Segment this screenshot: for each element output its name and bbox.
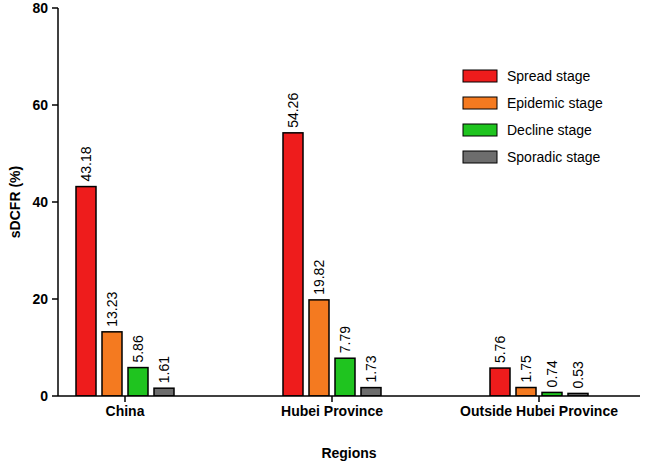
- data-label: 7.79: [337, 326, 353, 353]
- y-tick: [52, 7, 58, 9]
- x-tick: [538, 396, 540, 402]
- bars: [76, 133, 588, 396]
- y-tick-label: 20: [32, 291, 48, 307]
- data-label: 5.86: [130, 335, 146, 362]
- y-tick: [52, 395, 58, 397]
- legend-label: Epidemic stage: [507, 95, 603, 111]
- data-label: 1.75: [518, 355, 534, 382]
- data-label: 19.82: [311, 260, 327, 295]
- y-tick-label: 40: [32, 194, 48, 210]
- data-label: 43.18: [78, 146, 94, 181]
- legend-label: Spread stage: [507, 68, 590, 84]
- data-label: 1.61: [156, 356, 172, 383]
- bar: [516, 388, 536, 396]
- x-tick-label: Outside Hubei Province: [460, 403, 618, 419]
- legend: Spread stage Epidemic stage Decline stage S…: [463, 68, 603, 165]
- bar: [128, 368, 148, 396]
- legend-swatch: [463, 151, 497, 163]
- chart-container: 43.18 54.26 5.76 13.23 19.82 1.75 5.86 7.79 0.74…: [0, 0, 646, 466]
- bar: [490, 368, 510, 396]
- legend-swatch: [463, 70, 497, 82]
- bar: [102, 332, 122, 396]
- data-label: 0.74: [544, 360, 560, 387]
- x-axis-line: [58, 395, 640, 397]
- chart-svg: 43.18 54.26 5.76 13.23 19.82 1.75 5.86 7.79 0.74…: [0, 0, 646, 466]
- bar: [335, 358, 355, 396]
- y-tick: [52, 298, 58, 300]
- bar: [309, 300, 329, 396]
- data-label: 5.76: [492, 336, 508, 363]
- y-tick-label: 80: [32, 0, 48, 16]
- legend-label: Sporadic stage: [507, 149, 601, 165]
- x-tick-label: China: [106, 403, 145, 419]
- x-axis-title: Regions: [321, 445, 376, 461]
- bar: [154, 388, 174, 396]
- y-tick-label: 0: [40, 388, 48, 404]
- y-axis-title: sDCFR (%): [7, 166, 23, 238]
- legend-swatch: [463, 124, 497, 136]
- y-tick: [52, 201, 58, 203]
- y-tick-label: 60: [32, 97, 48, 113]
- data-label: 1.73: [363, 355, 379, 382]
- y-tick: [52, 104, 58, 106]
- bar: [283, 133, 303, 396]
- data-label: 13.23: [104, 292, 120, 327]
- bar: [76, 187, 96, 396]
- x-tick: [331, 396, 333, 402]
- x-tick: [124, 396, 126, 402]
- bar: [361, 388, 381, 396]
- data-label: 0.53: [570, 361, 586, 388]
- data-label: 54.26: [285, 93, 301, 128]
- axes: 0 20 40 60 80 China Hubei Province Outside Hube…: [32, 0, 640, 419]
- x-tick-label: Hubei Province: [281, 403, 383, 419]
- legend-label: Decline stage: [507, 122, 592, 138]
- legend-swatch: [463, 97, 497, 109]
